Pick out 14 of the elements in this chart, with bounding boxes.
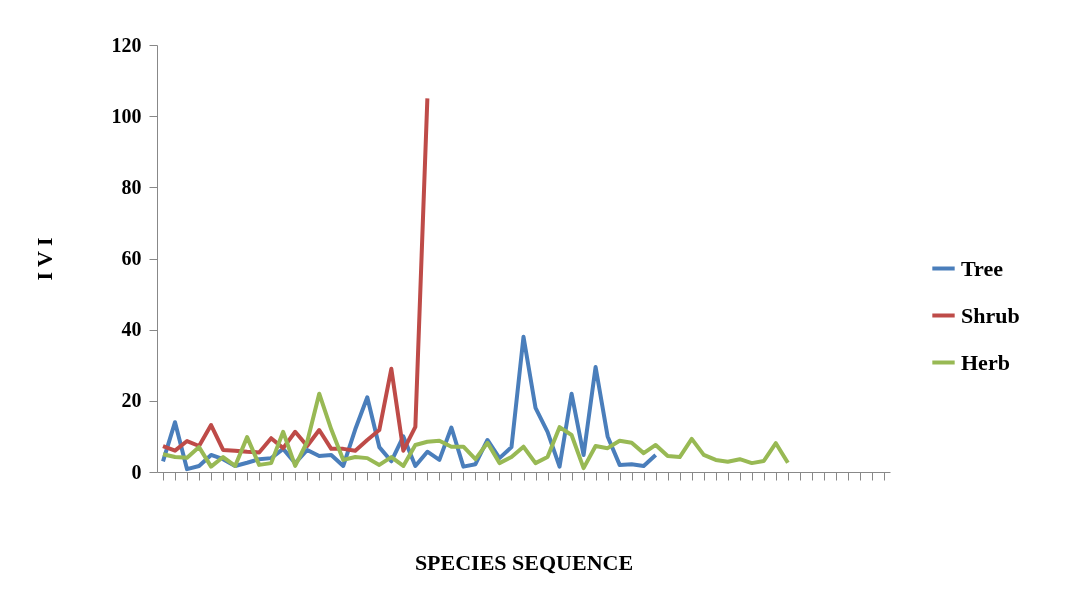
y-tick-label: 0 — [131, 460, 142, 483]
x-axis-title: SPECIES SEQUENCE — [414, 549, 634, 575]
y-tick-label: 100 — [111, 104, 142, 127]
y-axis-title: I V I — [31, 237, 57, 281]
legend-label: Shrub — [961, 302, 1020, 328]
y-tick-label: 40 — [121, 318, 142, 341]
y-tick-label: 120 — [111, 33, 142, 56]
legend-label: Herb — [961, 349, 1010, 375]
y-tick-label: 80 — [121, 175, 142, 198]
y-tick-label: 20 — [121, 389, 142, 412]
y-tick-label: 60 — [121, 247, 142, 269]
line-series — [161, 96, 430, 455]
line-series — [161, 391, 790, 471]
legend-label: Tree — [961, 255, 1004, 281]
